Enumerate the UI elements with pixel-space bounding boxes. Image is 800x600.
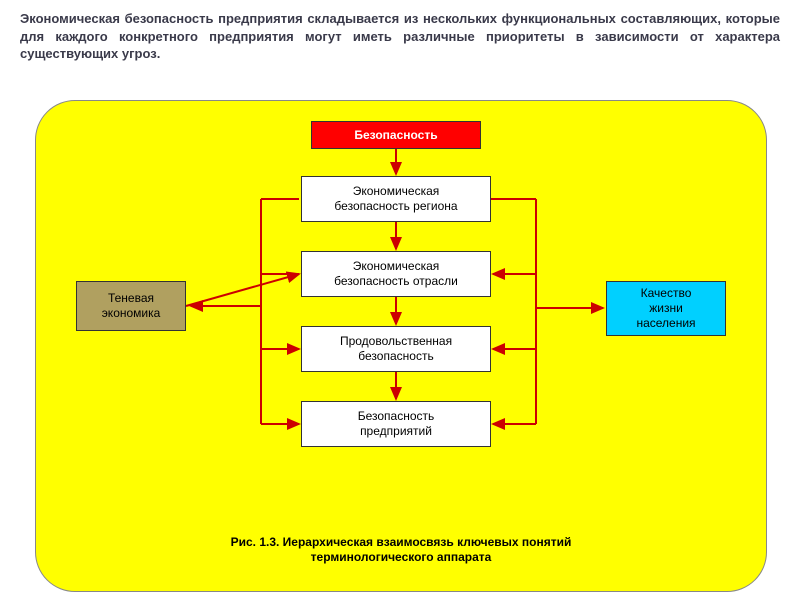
node-line: безопасность региона [334, 199, 457, 214]
figure-caption: Рис. 1.3. Иерархическая взаимосвязь ключ… [36, 535, 766, 566]
node-line: Экономическая [353, 259, 440, 274]
node-line: Безопасность [358, 409, 435, 424]
node-line: безопасность отрасли [334, 274, 458, 289]
node-line: Теневая [108, 291, 154, 306]
node-line: населения [636, 316, 695, 331]
node-line: Экономическая [353, 184, 440, 199]
caption-line: терминологического аппарата [311, 550, 492, 564]
node-line: экономика [102, 306, 161, 321]
node-food-security: Продовольственная безопасность [301, 326, 491, 372]
node-security: Безопасность [311, 121, 481, 149]
caption-line: Рис. 1.3. Иерархическая взаимосвязь ключ… [231, 535, 572, 549]
node-region-security: Экономическая безопасность региона [301, 176, 491, 222]
diagram-frame: Безопасность Экономическая безопасность … [35, 100, 767, 592]
node-line: Продовольственная [340, 334, 452, 349]
node-quality-of-life: Качество жизни населения [606, 281, 726, 336]
node-line: жизни [649, 301, 683, 316]
node-line: безопасность [358, 349, 433, 364]
node-industry-security: Экономическая безопасность отрасли [301, 251, 491, 297]
node-line: предприятий [360, 424, 432, 439]
intro-paragraph: Экономическая безопасность предприятия с… [0, 0, 800, 67]
node-shadow-economy: Теневая экономика [76, 281, 186, 331]
node-enterprise-security: Безопасность предприятий [301, 401, 491, 447]
node-line: Качество [641, 286, 692, 301]
